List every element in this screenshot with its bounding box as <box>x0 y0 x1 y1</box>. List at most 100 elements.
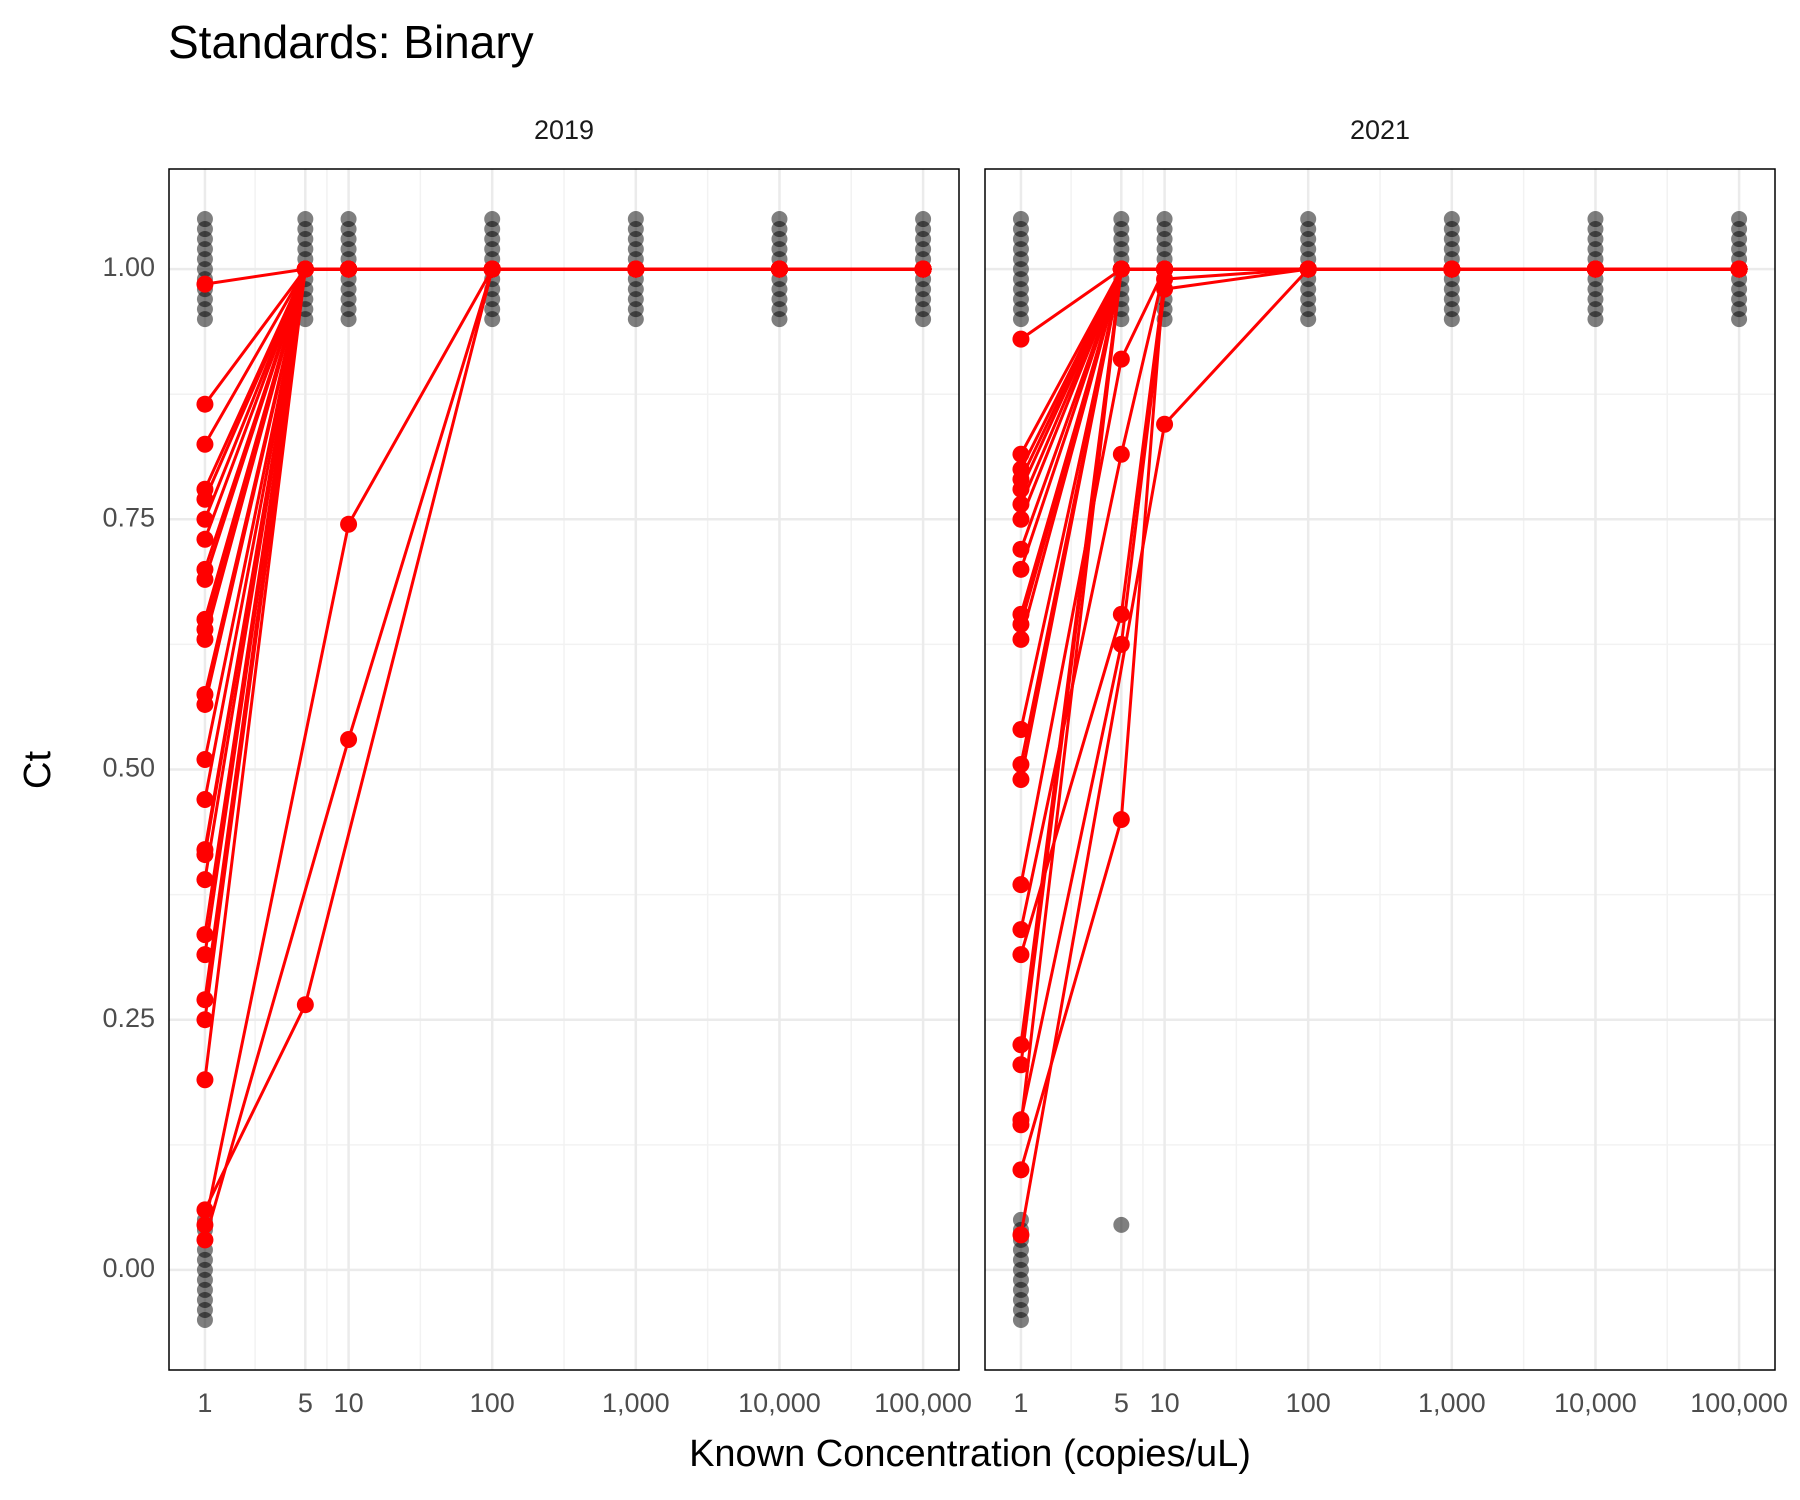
point <box>1012 211 1029 228</box>
series-point <box>1156 260 1174 278</box>
series-point <box>1156 280 1174 298</box>
series-point <box>196 991 214 1009</box>
series-point <box>196 846 214 864</box>
series-point <box>1012 615 1030 633</box>
y-tick-label: 1.00 <box>102 252 155 282</box>
point <box>1113 211 1130 228</box>
x-tick-label: 1 <box>197 1388 212 1418</box>
series-point <box>1112 811 1130 829</box>
series-point <box>1012 495 1030 513</box>
point <box>1443 211 1460 228</box>
series-point <box>1012 1056 1030 1074</box>
x-tick-label: 10,000 <box>1554 1388 1637 1418</box>
series-point <box>1012 720 1030 738</box>
series-point <box>196 926 214 944</box>
series-point <box>1112 605 1130 623</box>
series-line <box>1019 267 1740 1236</box>
series-point <box>340 730 358 748</box>
x-tick-label: 1,000 <box>602 1388 670 1418</box>
series-point <box>340 515 358 533</box>
x-tick-label: 100 <box>1286 1388 1331 1418</box>
series-point <box>1112 635 1130 653</box>
x-tick-label: 10,000 <box>738 1388 821 1418</box>
series-point <box>1012 876 1030 894</box>
series-point <box>1012 510 1030 528</box>
series-point <box>196 490 214 508</box>
panel-border <box>984 168 1776 1371</box>
series-point <box>627 260 645 278</box>
series-point <box>1112 260 1130 278</box>
series-point <box>1299 260 1317 278</box>
series-point <box>1012 630 1030 648</box>
series-point <box>1012 1226 1030 1244</box>
series-point <box>1586 260 1604 278</box>
x-tick-label: 5 <box>1114 1388 1129 1418</box>
series-point <box>1012 921 1030 939</box>
series-point <box>196 750 214 768</box>
y-tick-label: 0.75 <box>102 502 155 532</box>
point <box>1731 211 1748 228</box>
point <box>196 211 213 228</box>
series-point <box>1730 260 1748 278</box>
x-tick-label: 100,000 <box>1690 1388 1788 1418</box>
point <box>484 211 501 228</box>
series-point <box>196 1216 214 1234</box>
series-point <box>1012 445 1030 463</box>
series-point <box>196 395 214 413</box>
series-point <box>1012 560 1030 578</box>
series-point <box>914 260 932 278</box>
series-point <box>483 260 501 278</box>
x-tick-label: 10 <box>1150 1388 1180 1418</box>
series-point <box>196 435 214 453</box>
y-tick-label: 0.25 <box>102 1003 155 1033</box>
series-point <box>1012 1036 1030 1054</box>
x-tick-label: 10 <box>334 1388 364 1418</box>
series-point <box>1012 540 1030 558</box>
series-point <box>196 1071 214 1089</box>
y-tick-label: 0.50 <box>102 753 155 783</box>
x-tick-label: 100 <box>470 1388 515 1418</box>
point <box>915 211 932 228</box>
series-point <box>196 275 214 293</box>
point <box>1156 211 1173 228</box>
series-point <box>296 260 314 278</box>
series-point <box>1012 946 1030 964</box>
chart-title: Standards: Binary <box>168 16 534 68</box>
series-line <box>203 267 924 1226</box>
point <box>1587 211 1604 228</box>
x-tick-label: 100,000 <box>874 1388 972 1418</box>
series-point <box>1012 480 1030 498</box>
y-tick-label: 0.00 <box>102 1253 155 1283</box>
point <box>297 211 314 228</box>
series-point <box>196 791 214 809</box>
series-point <box>1012 1161 1030 1179</box>
series-point <box>1443 260 1461 278</box>
series-point <box>196 530 214 548</box>
series-point <box>1156 415 1174 433</box>
series-point <box>196 1011 214 1029</box>
series-point <box>196 946 214 964</box>
series-point <box>196 630 214 648</box>
series-point <box>770 260 788 278</box>
series-point <box>1112 445 1130 463</box>
series-point <box>1012 330 1030 348</box>
series-point <box>1012 1111 1030 1129</box>
series-point <box>196 695 214 713</box>
point <box>1300 211 1317 228</box>
point <box>1113 1216 1130 1233</box>
series-point <box>1012 771 1030 789</box>
series-point <box>340 260 358 278</box>
series-point <box>296 996 314 1014</box>
y-axis-label: Ct <box>17 751 59 789</box>
series-point <box>196 1201 214 1219</box>
series-point <box>1112 350 1130 368</box>
series-point <box>196 1231 214 1249</box>
panel-title: 2019 <box>534 115 594 145</box>
series-point <box>196 510 214 528</box>
x-tick-label: 1 <box>1013 1388 1028 1418</box>
series-point <box>196 871 214 889</box>
series-point <box>1012 755 1030 773</box>
series-point <box>196 570 214 588</box>
point <box>771 211 788 228</box>
